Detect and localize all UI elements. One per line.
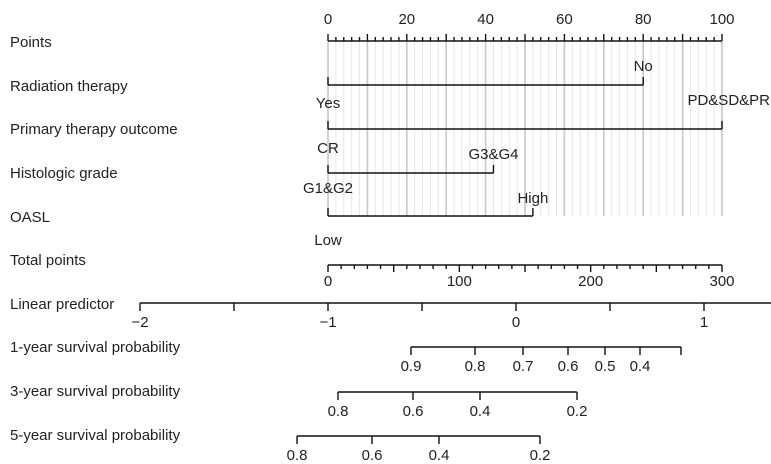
points-axis-tick-label: 100	[709, 11, 734, 28]
variable-level-label: PD&SD&PR	[687, 92, 770, 109]
survival-tick-label: 0.6	[362, 447, 383, 464]
survival-tick-label: 0.5	[595, 358, 616, 375]
survival-tick-label: 0.7	[513, 358, 534, 375]
variable-level-label: Yes	[316, 95, 340, 112]
row-label-primary-therapy-outcome: Primary therapy outcome	[10, 121, 178, 138]
survival-tick-label: 0.6	[403, 403, 424, 420]
linear-predictor-tick-label: 0	[512, 314, 520, 331]
row-label-1-year-survival: 1-year survival probability	[10, 339, 181, 356]
survival-tick-label: 0.8	[328, 403, 349, 420]
points-axis-tick-label: 0	[324, 11, 332, 28]
linear-predictor-tick-label: 1	[700, 314, 708, 331]
row-labels: Points Radiation therapy Primary therapy…	[10, 34, 181, 444]
total-points-tick-label: 100	[447, 273, 472, 290]
survival-tick-label: 0.6	[558, 358, 579, 375]
row-label-total-points: Total points	[10, 252, 86, 269]
variable-level-label: High	[517, 190, 548, 207]
linear-predictor-tick-label: −2	[131, 314, 148, 331]
axes: 0 20 40 60 80 100YesNoCRPD&SD&PRG1&G2G3&G4Low…	[131, 11, 771, 464]
survival-tick-label: 0.8	[465, 358, 486, 375]
survival-tick-label: 0.2	[567, 403, 588, 420]
survival-tick-label: 0.4	[470, 403, 491, 420]
row-label-radiation-therapy: Radiation therapy	[10, 78, 128, 95]
survival-tick-label: 0.8	[287, 447, 308, 464]
points-axis-tick-label: 40	[477, 11, 494, 28]
total-points-tick-label: 0	[324, 273, 332, 290]
variable-level-label: CR	[317, 140, 339, 157]
survival-tick-label: 0.4	[630, 358, 651, 375]
survival-tick-label: 0.4	[429, 447, 450, 464]
row-label-3-year-survival: 3-year survival probability	[10, 383, 181, 400]
row-label-linear-predictor: Linear predictor	[10, 296, 114, 313]
survival-tick-label: 0.9	[401, 358, 422, 375]
total-points-tick-label: 300	[709, 273, 734, 290]
row-label-points: Points	[10, 34, 52, 51]
variable-level-label: G1&G2	[303, 180, 353, 197]
row-label-histologic-grade: Histologic grade	[10, 165, 118, 182]
linear-predictor-tick-label: −1	[319, 314, 336, 331]
variable-level-label: No	[634, 58, 653, 75]
points-axis-tick-label: 60	[556, 11, 573, 28]
points-axis-tick-label: 80	[635, 11, 652, 28]
variable-level-label: G3&G4	[468, 146, 518, 163]
row-label-5-year-survival: 5-year survival probability	[10, 427, 181, 444]
total-points-tick-label: 200	[578, 273, 603, 290]
points-axis-tick-label: 20	[398, 11, 415, 28]
variable-level-label: Low	[314, 232, 342, 249]
row-label-oasl: OASL	[10, 209, 50, 226]
survival-tick-label: 0.2	[530, 447, 551, 464]
